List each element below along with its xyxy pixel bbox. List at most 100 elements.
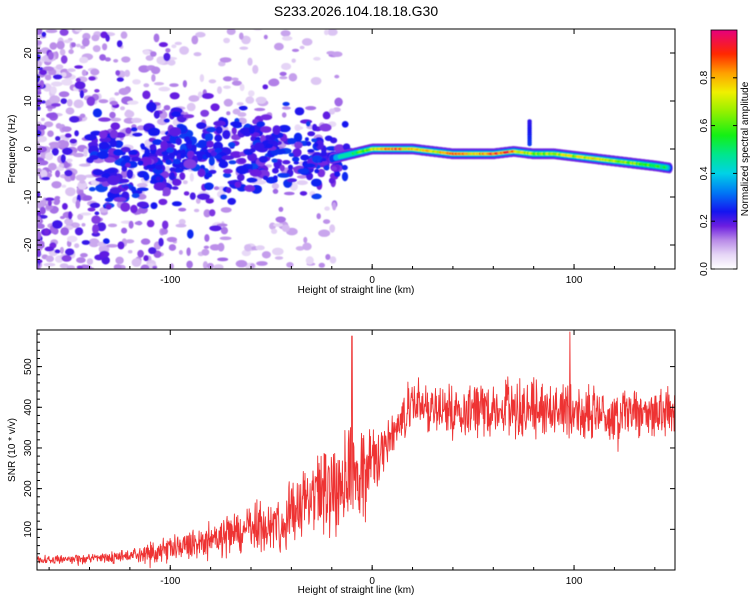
spectrogram-blob — [327, 29, 338, 36]
spectrogram-blob — [231, 80, 242, 86]
spectrogram-blob — [81, 69, 87, 77]
spectrogram-blob — [128, 149, 139, 156]
spectrogram-blob — [662, 165, 667, 169]
spectrogram-blob — [37, 124, 45, 130]
spectrogram-blob — [64, 169, 73, 177]
spectrogram-blob — [163, 105, 171, 111]
spectrogram-blob — [328, 108, 336, 115]
spectrogram-blob — [278, 124, 291, 133]
spectrogram-blob — [168, 244, 177, 251]
spectrogram-blob — [56, 40, 65, 50]
spectrogram-blob — [75, 174, 87, 181]
spectrogram-blob — [200, 109, 210, 117]
spectrogram-blob — [86, 96, 96, 106]
spectrogram-blob — [323, 165, 330, 171]
snr-frame — [36, 329, 676, 571]
spectrogram-blob — [65, 187, 76, 197]
spectrogram-blob — [293, 161, 300, 165]
spectrogram-blob — [80, 45, 86, 49]
spectrogram-blob — [81, 37, 90, 47]
spectrogram-blob — [142, 90, 151, 100]
spectrogram-blob — [70, 42, 76, 48]
spectrogram-blob — [37, 140, 40, 145]
spectrogram-blob — [235, 260, 248, 268]
spectrogram-blob — [218, 160, 229, 169]
spectrogram-blob — [272, 125, 281, 135]
spectrogram-blob — [258, 155, 269, 163]
spectrogram-blob — [118, 87, 130, 96]
spectrogram-blob — [271, 158, 278, 163]
colorbar-tick-label: 0.6 — [699, 118, 710, 132]
spectrogram-blob — [275, 216, 286, 223]
spectrogram-blob — [187, 143, 193, 149]
spectrogram-blob — [145, 55, 154, 61]
spectrogram-blob — [82, 195, 93, 201]
spectrogram-blob — [226, 29, 236, 35]
spectrogram-blob — [171, 201, 182, 207]
spectrogram-blob — [222, 76, 233, 82]
spectrogram-blob — [37, 229, 41, 239]
spectrogram-blob — [145, 164, 158, 169]
spectrogram-blob — [75, 77, 81, 83]
spectrogram-blob — [146, 101, 157, 112]
spectrogram-blob — [92, 169, 104, 176]
spectrogram-blob — [271, 228, 278, 234]
spectrogram-blob — [166, 236, 178, 243]
spectrogram-blob — [40, 117, 45, 122]
spectrogram-blob — [44, 74, 52, 81]
spectrogram-blob — [197, 91, 203, 99]
spectrogram-blob — [342, 143, 351, 151]
spectrogram-blob — [37, 201, 46, 209]
spectrogram-blob — [279, 164, 285, 172]
spectrogram-blob — [75, 43, 81, 48]
spectrogram-blob — [161, 151, 169, 156]
spectrogram-blob — [45, 152, 54, 161]
spectrogram-blob — [74, 227, 84, 236]
spectrogram-blob — [98, 99, 109, 104]
spectrogram-blob — [213, 186, 220, 191]
spectrogram-blob — [109, 187, 122, 194]
spectrogram-blob — [77, 213, 84, 220]
spectrogram-blob — [208, 156, 215, 167]
spectrogram-blob — [125, 239, 135, 244]
spectrogram-blob — [116, 40, 123, 48]
chart-title: S233.2026.104.18.18.G30 — [274, 3, 438, 19]
spectrogram-blob — [131, 193, 140, 199]
spectrogram-blob — [96, 222, 107, 232]
spectrogram-blob — [99, 54, 106, 61]
spectrogram-blob — [47, 130, 54, 137]
spectrogram-blob — [123, 185, 129, 190]
spectrogram-blob — [248, 148, 256, 153]
spectrogram-blob — [37, 40, 42, 46]
spectrogram-blob — [115, 256, 124, 265]
spectrogram-blob — [206, 126, 216, 133]
spectrogram-blob — [213, 264, 224, 269]
spectrogram-blob — [269, 135, 276, 141]
spectrogram-blob — [127, 250, 133, 254]
spectrogram-blob — [307, 149, 315, 153]
spectrogram-blob — [281, 62, 292, 71]
spectrogram-blob — [260, 126, 272, 133]
spectrogram-blob — [238, 105, 248, 111]
spectrogram-blob — [87, 207, 96, 212]
spectrogram-blob — [306, 120, 311, 127]
y-tick-label: 300 — [23, 439, 34, 456]
spectrogram-blob — [169, 263, 174, 269]
spectrogram-blob — [151, 74, 156, 82]
spectrogram-blob — [230, 121, 243, 127]
spectrogram-blob — [128, 220, 134, 229]
spectrogram-blob — [61, 255, 72, 262]
spectrogram-blob — [167, 59, 176, 66]
spectrogram-blob — [81, 240, 91, 245]
colorbar-gradient — [710, 29, 738, 270]
spectrogram-blob — [184, 136, 191, 143]
spectrogram-blob — [37, 210, 41, 217]
spectrogram-blob — [165, 48, 171, 53]
spectrogram-blob — [210, 103, 220, 112]
spectrogram-blob — [114, 92, 120, 96]
spectrogram-blob — [248, 90, 255, 97]
spectrogram-blob — [131, 258, 142, 267]
spectrogram-blob — [217, 86, 222, 94]
spectrogram-blob — [40, 169, 48, 179]
spectrogram-blob — [307, 131, 316, 137]
